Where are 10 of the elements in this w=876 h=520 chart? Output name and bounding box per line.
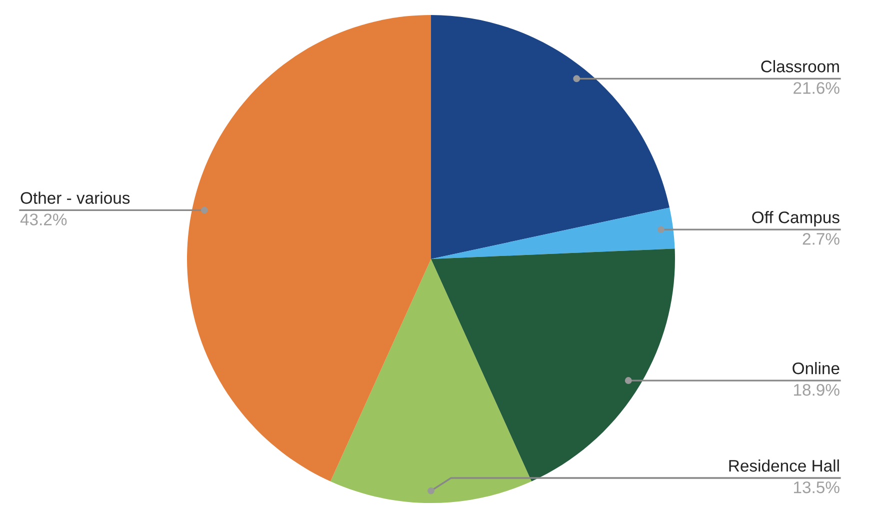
slice-label: Residence Hall (729, 459, 839, 472)
data-label: 2.7% (802, 232, 840, 245)
data-label: 18.9% (794, 384, 840, 396)
slice-label: Off Campus (752, 211, 840, 227)
slice-label: Classroom (761, 60, 839, 72)
slice-label: Other - various (20, 192, 130, 204)
data-label: 13.5% (794, 481, 840, 494)
data-label: 43.2% (20, 214, 67, 226)
data-label: 21.6% (794, 82, 840, 94)
slice-label: Online (792, 362, 840, 374)
